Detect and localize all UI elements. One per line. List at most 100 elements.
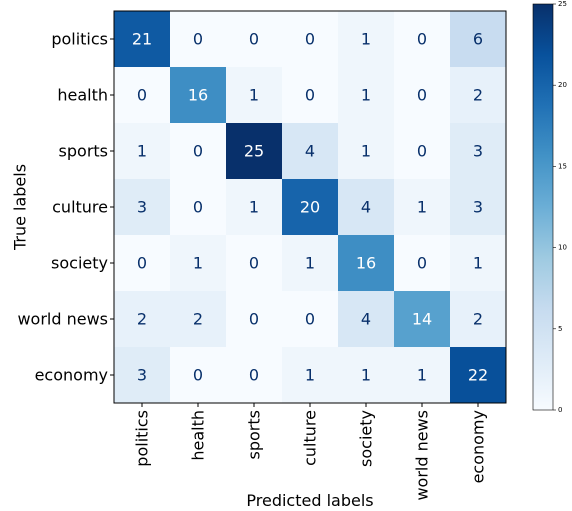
cell-value-label: 14 (412, 310, 432, 329)
cell-value-label: 2 (473, 86, 483, 105)
heatmap-cell (282, 235, 338, 291)
heatmap-cell (338, 67, 394, 123)
cell-value-label: 3 (473, 198, 483, 217)
y-tick-labels: politics health sports culture society world … (17, 30, 114, 385)
heatmap-cell (338, 347, 394, 403)
heatmap-cell (450, 235, 506, 291)
cell-value-label: 0 (249, 366, 259, 385)
cell-value-label: 16 (188, 86, 208, 105)
cell-value-label: 6 (473, 30, 483, 49)
cell-value-label: 0 (305, 86, 315, 105)
cell-value-label: 1 (473, 254, 483, 273)
heatmap-cell (282, 179, 338, 235)
y-tick-label: culture (52, 198, 108, 217)
heatmap-cell (338, 11, 394, 67)
x-tick-label: sports (245, 410, 264, 459)
x-tick-label: culture (301, 410, 320, 466)
heatmap-cell (170, 123, 226, 179)
heatmap-cell (170, 67, 226, 123)
heatmap-cell (282, 347, 338, 403)
cell-value-label: 0 (249, 310, 259, 329)
heatmap-cell (226, 179, 282, 235)
cell-value-label: 1 (361, 366, 371, 385)
heatmap-cell (394, 123, 450, 179)
heatmap-cell (226, 235, 282, 291)
cell-value-label: 0 (137, 254, 147, 273)
heatmap-cell (450, 67, 506, 123)
cell-value-label: 1 (361, 142, 371, 161)
cell-value-label: 1 (305, 366, 315, 385)
y-tick-label: economy (35, 366, 108, 385)
cell-value-label: 3 (137, 198, 147, 217)
y-tick-label: sports (59, 142, 108, 161)
x-tick-label: politics (133, 410, 152, 467)
heatmap-cell (394, 347, 450, 403)
cell-value-label: 0 (137, 86, 147, 105)
heatmap-cell (394, 235, 450, 291)
cell-value-label: 25 (244, 142, 264, 161)
heatmap-cell (226, 123, 282, 179)
cell-value-label: 0 (193, 366, 203, 385)
heatmap-cell (170, 11, 226, 67)
colorbar-tick-label: 10 (558, 244, 567, 252)
heatmap-cell (282, 67, 338, 123)
heatmap-cell (114, 291, 170, 347)
cell-value-label: 22 (468, 366, 488, 385)
y-tick-label: world news (17, 310, 108, 329)
heatmap-cell (170, 179, 226, 235)
heatmap-cell (394, 179, 450, 235)
cell-value-label: 2 (137, 310, 147, 329)
cell-value-label: 3 (137, 366, 147, 385)
cell-value-label: 0 (417, 86, 427, 105)
heatmap-cell (114, 67, 170, 123)
colorbar-tick-labels: 0 5 10 15 20 25 (553, 0, 567, 414)
heatmap-cell (114, 179, 170, 235)
heatmap-cell (338, 123, 394, 179)
cell-value-label: 1 (249, 198, 259, 217)
heatmap-cell (226, 67, 282, 123)
cell-value-label: 0 (193, 198, 203, 217)
colorbar-gradient (532, 3, 554, 411)
heatmap-cell (338, 235, 394, 291)
cell-value-label: 3 (473, 142, 483, 161)
heatmap-cell (282, 123, 338, 179)
cell-value-label: 0 (305, 30, 315, 49)
colorbar-tick-label: 5 (558, 325, 562, 333)
heatmap-cell (226, 11, 282, 67)
x-tick-label: society (357, 410, 376, 467)
cell-value-label: 1 (417, 198, 427, 217)
heatmap-cell (114, 11, 170, 67)
cell-value-label: 4 (361, 310, 371, 329)
cell-value-label: 2 (473, 310, 483, 329)
x-tick-labels: politics health sports culture society world … (133, 403, 488, 501)
colorbar-tick-label: 20 (558, 81, 567, 89)
cell-value-label: 2 (193, 310, 203, 329)
heatmap-cell (170, 291, 226, 347)
heatmap-cell (226, 291, 282, 347)
cell-value-label: 0 (249, 254, 259, 273)
heatmap-cell (170, 235, 226, 291)
colorbar: 0 5 10 15 20 25 (532, 0, 567, 414)
cell-value-label: 0 (417, 30, 427, 49)
heatmap-cell (450, 347, 506, 403)
cell-value-label: 1 (361, 30, 371, 49)
cell-value-label: 16 (356, 254, 376, 273)
y-tick-label: society (51, 254, 108, 273)
cell-value-labels: 21 0 0 0 1 0 60 16 1 0 1 0 21 0 25 4 1 0 33 0 1 20 4 1 30 1 0 1 16 0 1… (132, 30, 488, 385)
heatmap-cell (450, 179, 506, 235)
heatmap-cell (226, 347, 282, 403)
cell-value-label: 0 (305, 310, 315, 329)
cell-value-label: 1 (249, 86, 259, 105)
cell-value-label: 0 (417, 142, 427, 161)
y-tick-label: health (57, 86, 108, 105)
cell-value-label: 0 (193, 30, 203, 49)
y-tick-label: politics (51, 30, 108, 49)
y-axis-label: True labels (11, 164, 30, 251)
heatmap-cell (450, 11, 506, 67)
heatmap-cell (394, 11, 450, 67)
heatmap-cell (394, 291, 450, 347)
heatmap-cell (282, 11, 338, 67)
cell-value-label: 1 (361, 86, 371, 105)
x-axis-label: Predicted labels (246, 491, 373, 510)
